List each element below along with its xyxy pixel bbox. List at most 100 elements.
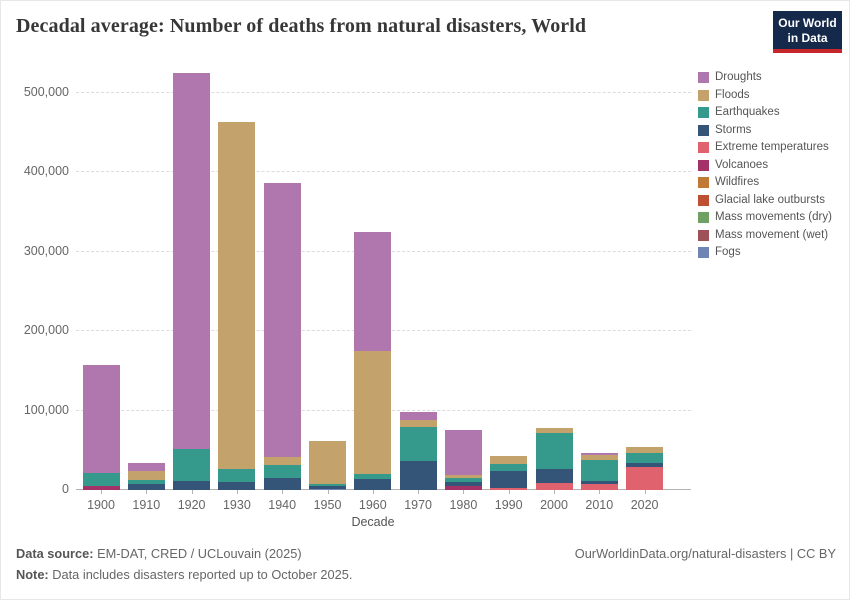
- x-tick-1940: [282, 490, 284, 494]
- bar-2020-segment-earthquakes[interactable]: [626, 453, 664, 463]
- bar-1950-segment-floods[interactable]: [309, 440, 346, 484]
- bar-1910-segment-storms[interactable]: [127, 484, 165, 490]
- bar-2000-segment-earthquakes[interactable]: [535, 433, 573, 469]
- owid-logo-line2: in Data: [787, 31, 828, 45]
- owid-logo[interactable]: Our World in Data: [773, 11, 842, 53]
- bar-1990-segment-extreme-temperatures[interactable]: [490, 488, 528, 490]
- bar-1960-segment-droughts[interactable]: [354, 231, 392, 352]
- x-tick-label-1990: 1990: [494, 498, 523, 512]
- bar-1920[interactable]: [173, 73, 211, 490]
- bar-2010-segment-earthquakes[interactable]: [580, 460, 618, 481]
- legend-label-volcanoes: Volcanoes: [715, 158, 769, 171]
- bar-2010[interactable]: [580, 453, 618, 490]
- bar-1980-segment-volcanoes[interactable]: [444, 486, 482, 490]
- bar-1970-segment-earthquakes[interactable]: [399, 427, 437, 462]
- footer-note-label: Note:: [16, 567, 49, 582]
- x-tick-label-1910: 1910: [132, 498, 161, 512]
- bar-1930-segment-earthquakes[interactable]: [218, 469, 256, 483]
- bar-1990-segment-earthquakes[interactable]: [490, 463, 528, 471]
- legend-item-volcanoes[interactable]: Volcanoes: [698, 158, 848, 171]
- footer-note-value: Data includes disasters reported up to O…: [48, 567, 353, 582]
- legend-label-wildfires: Wildfires: [715, 176, 760, 188]
- legend-item-glacial-lake-outbursts[interactable]: Glacial lake outbursts: [698, 193, 848, 206]
- legend-item-extreme-temperatures[interactable]: Extreme temperatures: [698, 141, 848, 153]
- owid-logo-box: Our World in Data: [773, 11, 842, 49]
- bar-2000-segment-storms[interactable]: [535, 469, 573, 483]
- bar-2020-segment-floods[interactable]: [626, 447, 664, 454]
- bar-1990-segment-storms[interactable]: [490, 470, 528, 488]
- bar-1910-segment-droughts[interactable]: [127, 463, 165, 472]
- bar-1950-segment-fogs[interactable]: [309, 489, 346, 490]
- bar-2010-segment-droughts[interactable]: [580, 453, 618, 456]
- bar-1980-segment-floods[interactable]: [444, 474, 482, 478]
- footer-note: Note: Data includes disasters reported u…: [16, 567, 352, 582]
- bar-2010-segment-extreme-temperatures[interactable]: [580, 484, 618, 490]
- bar-1980-segment-storms[interactable]: [444, 482, 482, 486]
- bar-1930-segment-storms[interactable]: [218, 482, 256, 490]
- bar-1990[interactable]: [490, 456, 528, 490]
- y-tick-label-100000: 100,000: [23, 402, 69, 417]
- bar-1910-segment-earthquakes[interactable]: [127, 480, 165, 485]
- x-tick-label-1930: 1930: [222, 498, 251, 512]
- bar-1910[interactable]: [127, 463, 165, 490]
- bar-1900-segment-droughts[interactable]: [82, 364, 120, 474]
- bar-1940-segment-earthquakes[interactable]: [263, 464, 301, 479]
- legend-item-floods[interactable]: Floods: [698, 89, 848, 101]
- bar-2000-segment-floods[interactable]: [535, 427, 573, 434]
- legend-item-storms[interactable]: Storms: [698, 124, 848, 136]
- bar-1920-segment-earthquakes[interactable]: [173, 448, 211, 481]
- legend-swatch-mass-movements-dry: [698, 212, 709, 223]
- bar-2020[interactable]: [626, 447, 664, 490]
- bar-1930[interactable]: [218, 121, 256, 490]
- footer-citation-link[interactable]: OurWorldinData.org/natural-disasters | C…: [574, 546, 836, 561]
- legend-item-mass-movements-dry[interactable]: Mass movements (dry): [698, 211, 848, 223]
- bar-1940-segment-floods[interactable]: [263, 456, 301, 465]
- bar-2020-segment-storms[interactable]: [626, 462, 664, 467]
- bar-1970-segment-droughts[interactable]: [399, 411, 437, 421]
- bar-1950-segment-storms[interactable]: [309, 486, 346, 490]
- bar-1950[interactable]: [309, 440, 346, 490]
- bar-1980[interactable]: [444, 429, 482, 490]
- bar-1970-segment-storms[interactable]: [399, 461, 437, 490]
- bar-1930-segment-floods[interactable]: [218, 121, 256, 470]
- bar-1960[interactable]: [354, 231, 392, 490]
- bar-1920-segment-storms[interactable]: [173, 480, 211, 490]
- legend-item-droughts[interactable]: Droughts: [698, 71, 848, 83]
- bar-1970-segment-floods[interactable]: [399, 420, 437, 428]
- bar-1900[interactable]: [82, 364, 120, 490]
- bar-2010-segment-floods[interactable]: [580, 455, 618, 461]
- legend-label-droughts: Droughts: [715, 71, 762, 83]
- legend-item-mass-movement-wet[interactable]: Mass movement (wet): [698, 229, 848, 241]
- legend-item-wildfires[interactable]: Wildfires: [698, 176, 848, 188]
- bar-2000[interactable]: [535, 427, 573, 490]
- legend-swatch-storms: [698, 124, 709, 136]
- legend-item-earthquakes[interactable]: Earthquakes: [698, 106, 848, 118]
- bar-1970[interactable]: [399, 411, 437, 490]
- bar-1960-segment-floods[interactable]: [354, 351, 392, 474]
- legend-item-fogs[interactable]: Fogs: [698, 246, 848, 258]
- y-tick-label-300000: 300,000: [23, 243, 69, 258]
- bar-1990-segment-floods[interactable]: [490, 456, 528, 464]
- bar-1980-segment-earthquakes[interactable]: [444, 477, 482, 482]
- legend-swatch-volcanoes: [698, 159, 709, 171]
- bar-1980-segment-droughts[interactable]: [444, 429, 482, 475]
- x-tick-1950: [327, 490, 329, 494]
- legend-label-glacial-lake-outbursts: Glacial lake outbursts: [715, 193, 825, 206]
- x-axis-title: Decade: [351, 515, 395, 529]
- bar-2000-segment-extreme-temperatures[interactable]: [535, 482, 573, 490]
- bar-1960-segment-earthquakes[interactable]: [354, 473, 392, 479]
- bar-2020-segment-extreme-temperatures[interactable]: [626, 466, 664, 490]
- bar-2010-segment-storms[interactable]: [580, 480, 618, 484]
- bar-1940[interactable]: [263, 182, 301, 490]
- legend-label-fogs: Fogs: [715, 246, 741, 258]
- bar-1910-segment-floods[interactable]: [127, 471, 165, 481]
- bar-1950-segment-earthquakes[interactable]: [309, 483, 346, 487]
- bar-1920-segment-droughts[interactable]: [173, 73, 211, 449]
- bar-1900-segment-earthquakes[interactable]: [82, 473, 120, 486]
- plot-area: [76, 66, 691, 490]
- legend-label-mass-movements-dry: Mass movements (dry): [715, 211, 832, 223]
- bar-1900-segment-volcanoes[interactable]: [82, 486, 120, 490]
- bar-1940-segment-storms[interactable]: [263, 478, 301, 490]
- bar-1940-segment-droughts[interactable]: [263, 182, 301, 457]
- bar-1960-segment-storms[interactable]: [354, 478, 392, 490]
